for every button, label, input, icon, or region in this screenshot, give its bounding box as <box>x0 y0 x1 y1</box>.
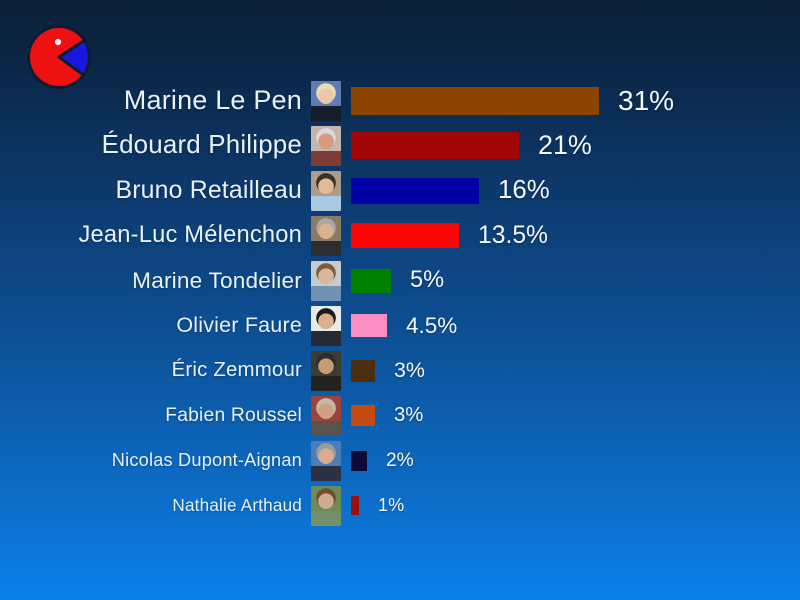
candidate-row: Fabien Roussel 3% <box>0 393 800 438</box>
edouard-philippe-photo <box>311 125 341 166</box>
fabien-roussel-photo <box>311 395 341 436</box>
bruno-retailleau-photo <box>311 170 341 211</box>
candidate-name-label: Fabien Roussel <box>165 404 302 426</box>
result-value-label: 21% <box>538 130 592 160</box>
candidate-row: Éric Zemmour 3% <box>0 348 800 393</box>
candidate-name-label: Olivier Faure <box>176 313 302 337</box>
result-value-label: 16% <box>498 176 550 204</box>
result-bar <box>351 314 387 337</box>
candidate-row: Olivier Faure 4.5% <box>0 303 800 348</box>
nathalie-arthaud-photo <box>311 485 341 526</box>
result-value-label: 3% <box>394 358 425 382</box>
result-value-label: 31% <box>618 84 675 116</box>
candidate-row: Marine Le Pen 31% <box>0 78 800 123</box>
candidate-name-label: Marine Tondelier <box>132 267 302 293</box>
candidate-name-label: Marine Le Pen <box>123 85 302 115</box>
candidate-row: Marine Tondelier 5% <box>0 258 800 303</box>
poll-bar-chart: Marine Le Pen 31% Édouard Philippe 21% B… <box>0 78 800 528</box>
jean-luc-melenchon-photo <box>311 215 341 256</box>
result-bar <box>351 405 375 426</box>
result-value-label: 3% <box>394 404 424 426</box>
result-value-label: 1% <box>378 495 405 515</box>
candidate-row: Nathalie Arthaud 1% <box>0 483 800 528</box>
result-bar <box>351 132 519 159</box>
result-bar <box>351 268 391 293</box>
result-value-label: 2% <box>386 449 414 471</box>
candidate-name-label: Nicolas Dupont-Aignan <box>111 450 302 470</box>
result-bar <box>351 86 599 115</box>
result-bar <box>351 359 375 382</box>
result-value-label: 13.5% <box>478 221 549 249</box>
candidate-name-label: Nathalie Arthaud <box>172 495 302 515</box>
pie-chart-logo-icon <box>27 25 91 89</box>
candidate-name-label: Édouard Philippe <box>101 131 302 159</box>
marine-tondelier-photo <box>311 260 341 301</box>
nicolas-dupont-aignan-photo <box>311 440 341 481</box>
candidate-row: Bruno Retailleau 16% <box>0 168 800 213</box>
result-value-label: 5% <box>410 267 445 293</box>
result-bar <box>351 223 459 248</box>
candidate-name-label: Éric Zemmour <box>171 359 302 381</box>
result-bar <box>351 450 367 471</box>
candidate-name-label: Bruno Retailleau <box>115 176 302 204</box>
marine-le-pen-photo <box>311 80 341 121</box>
candidate-name-label: Jean-Luc Mélenchon <box>78 222 302 248</box>
candidate-row: Édouard Philippe 21% <box>0 123 800 168</box>
result-value-label: 4.5% <box>406 312 458 338</box>
olivier-faure-photo <box>311 305 341 346</box>
result-bar <box>351 177 479 204</box>
eric-zemmour-photo <box>311 350 341 391</box>
candidate-row: Nicolas Dupont-Aignan 2% <box>0 438 800 483</box>
result-bar <box>351 496 359 515</box>
candidate-row: Jean-Luc Mélenchon 13.5% <box>0 213 800 258</box>
